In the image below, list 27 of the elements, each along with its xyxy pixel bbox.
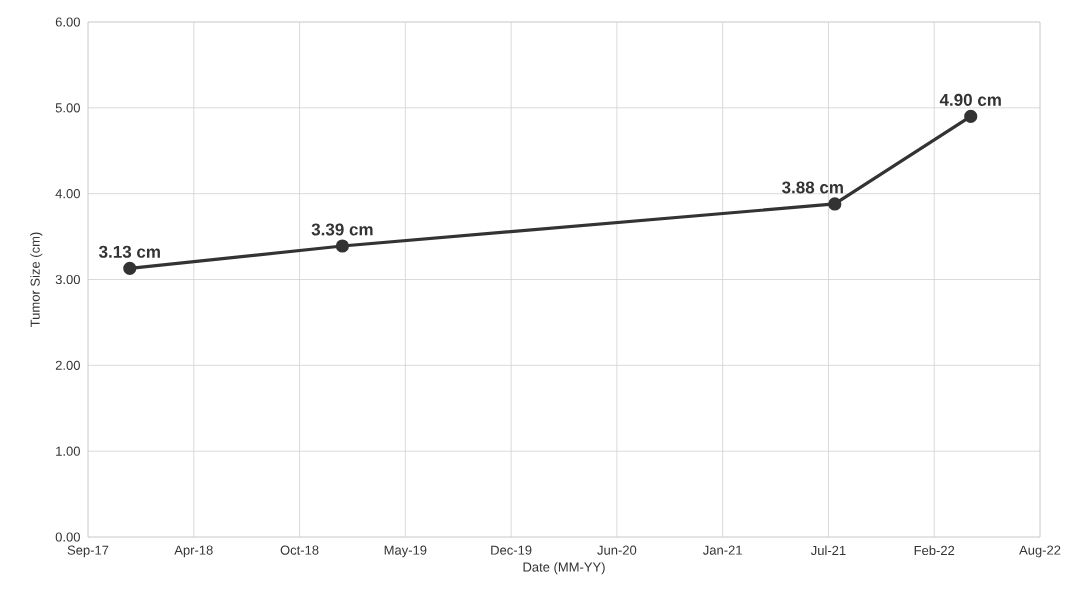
x-tick-label: Apr-18: [174, 545, 213, 558]
data-label: 3.88 cm: [782, 181, 843, 194]
point: [335, 239, 349, 253]
x-tick-label: Feb-22: [914, 545, 955, 556]
y-axis-title: Tumor Size (cm): [30, 232, 43, 327]
data-label: 3.13 cm: [98, 245, 160, 258]
x-tick-label: Oct-18: [280, 545, 319, 555]
point: [123, 261, 137, 275]
point: [828, 197, 842, 211]
y-tick-label: 0.00: [55, 532, 80, 542]
y-tick-label: 3.00: [55, 274, 80, 285]
y-tick-label: 5.00: [55, 103, 80, 113]
y-tick-label: 2.00: [55, 360, 80, 370]
y-tick-label: 1.00: [56, 446, 80, 456]
x-tick-label: Jul-21: [810, 545, 846, 556]
x-tick-label: Sep-17: [67, 545, 109, 558]
x-tick-label: Jan-21: [703, 545, 742, 555]
data-label: 4.90 cm: [939, 93, 1001, 106]
y-tick-label: 6.00: [55, 17, 80, 27]
y-tick-label: 4.00: [55, 189, 80, 199]
point: [964, 109, 978, 124]
x-tick-label: May-19: [384, 545, 427, 558]
x-tick-label: Aug-22: [1019, 545, 1061, 558]
x-tick-label: Dec-19: [491, 545, 532, 555]
x-axis-title: Date (MM-YY): [523, 562, 605, 575]
x-tick-label: Jun-20: [597, 545, 637, 555]
data-label: 3.39 cm: [311, 223, 373, 236]
